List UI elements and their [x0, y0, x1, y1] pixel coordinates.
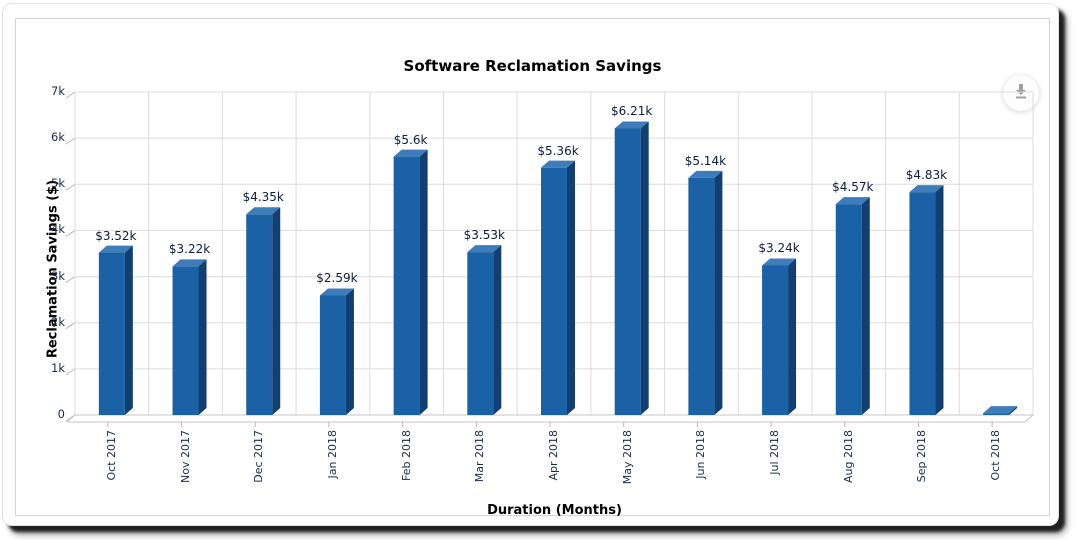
bar-value-label: $3.52k: [95, 228, 137, 243]
bar-side-face: [272, 207, 281, 415]
bar-value-label: $3.22k: [168, 242, 211, 257]
bar-top-face: [319, 288, 354, 296]
bar-top-face: [835, 197, 870, 205]
bar-column-nov-2017[interactable]: [172, 259, 207, 415]
bar-side-face: [788, 258, 797, 415]
bar-front-face: [467, 252, 494, 415]
bar-column-jun-2018[interactable]: [688, 170, 723, 415]
chart-title: Software Reclamation Savings: [403, 57, 662, 75]
bar-side-face: [419, 149, 428, 415]
bar-top-face: [541, 160, 575, 168]
bar-front-face: [319, 295, 346, 415]
bar-value-label: $2.59k: [316, 271, 358, 286]
y-tick-mark: [65, 91, 76, 99]
bar-side-face: [935, 185, 944, 415]
bar-side-face: [124, 245, 133, 415]
y-tick-mark: [65, 368, 76, 376]
bar-column-aug-2018[interactable]: [835, 197, 870, 415]
bar-value-label: $5.14k: [684, 153, 727, 168]
bar-side-face: [567, 160, 575, 415]
bar-column-jul-2018[interactable]: [762, 258, 797, 415]
y-tick-label: 3k: [51, 268, 65, 283]
y-tick-mark: [65, 276, 76, 283]
bar-value-label: $3.24k: [758, 241, 800, 256]
y-tick-label: 7k: [51, 84, 65, 98]
bar-value-label: $4.83k: [905, 168, 948, 183]
y-tick-label: 6k: [51, 130, 65, 145]
bar-column-oct-2017[interactable]: [98, 245, 133, 415]
bar-side-face: [714, 170, 723, 415]
y-tick-mark: [65, 137, 76, 145]
bar-column-jan-2018[interactable]: [319, 288, 354, 415]
bar-value-label: $6.21k: [611, 104, 653, 119]
bar-front-face: [614, 128, 641, 415]
bar-top-face: [614, 121, 649, 129]
x-tick-label: Jan 2018: [325, 430, 339, 479]
x-axis-title: Duration (Months): [487, 503, 622, 518]
x-tick-label: Feb 2018: [399, 430, 413, 481]
chart-floor-3d: [65, 414, 1035, 423]
bar-front-face: [909, 192, 936, 415]
chart-card: Software Reclamation Savings Reclamation…: [2, 3, 1059, 526]
bar-front-face: [393, 156, 420, 415]
y-tick-label: 1k: [51, 360, 65, 375]
bar-side-face: [493, 245, 502, 415]
bar-column-feb-2018[interactable]: [393, 149, 428, 415]
x-tick-label: Apr 2018: [547, 430, 560, 481]
x-tick-label: Jul 2018: [768, 430, 782, 475]
y-tick-label: 5k: [51, 176, 65, 191]
bar-value-label: $5.6k: [393, 132, 428, 147]
bar-top-face: [172, 259, 207, 267]
bar-column-apr-2018[interactable]: [541, 160, 575, 415]
bar-top-face: [983, 406, 1018, 414]
bar-top-face: [393, 149, 428, 157]
bar-front-face: [541, 167, 567, 415]
bar-column-dec-2017[interactable]: [246, 207, 281, 415]
bar-top-face: [909, 185, 944, 193]
bar-value-label: $5.36k: [537, 143, 579, 158]
bar-front-face: [983, 413, 1010, 415]
bar-value-label: $4.57k: [832, 180, 874, 195]
bar-column-oct-2018[interactable]: [983, 406, 1018, 415]
bar-side-face: [640, 121, 649, 416]
bar-top-face: [688, 170, 723, 178]
bar-front-face: [98, 252, 125, 415]
bar-value-label: $3.53k: [463, 228, 505, 243]
x-tick-label: Oct 2017: [104, 430, 118, 481]
bar-side-face: [345, 288, 354, 415]
x-tick-label: May 2018: [620, 430, 634, 485]
bar-front-face: [172, 266, 199, 415]
bar-top-face: [467, 245, 502, 253]
bar-side-face: [1009, 406, 1018, 415]
y-tick-label: 0: [57, 407, 65, 421]
y-tick-mark: [65, 322, 76, 330]
bar-top-face: [762, 258, 797, 266]
bar-side-face: [861, 197, 870, 415]
bar-column-mar-2018[interactable]: [467, 245, 502, 415]
bar-front-face: [835, 204, 862, 415]
bar-column-sep-2018[interactable]: [909, 185, 944, 415]
bar-value-label: $4.35k: [242, 190, 284, 205]
x-tick-label: Oct 2018: [989, 430, 1003, 481]
bar-front-face: [246, 214, 273, 415]
y-tick-label: 4k: [51, 222, 65, 237]
y-tick-mark: [65, 230, 76, 237]
x-tick-label: Sep 2018: [915, 430, 929, 483]
y-tick-mark: [65, 183, 76, 191]
x-tick-label: Mar 2018: [473, 430, 487, 483]
x-tick-label: Aug 2018: [841, 430, 855, 483]
y-tick-label: 2k: [51, 314, 65, 329]
bar-column-may-2018[interactable]: [614, 121, 649, 416]
bar-top-face: [98, 245, 133, 253]
bar-side-face: [198, 259, 207, 415]
bar-front-face: [762, 265, 789, 415]
plot-area: [65, 91, 1035, 427]
x-tick-label: Jun 2018: [694, 430, 708, 479]
bar-front-face: [688, 177, 715, 415]
bar-top-face: [246, 207, 281, 215]
x-tick-label: Dec 2017: [252, 430, 266, 483]
x-tick-label: Nov 2017: [178, 430, 192, 483]
